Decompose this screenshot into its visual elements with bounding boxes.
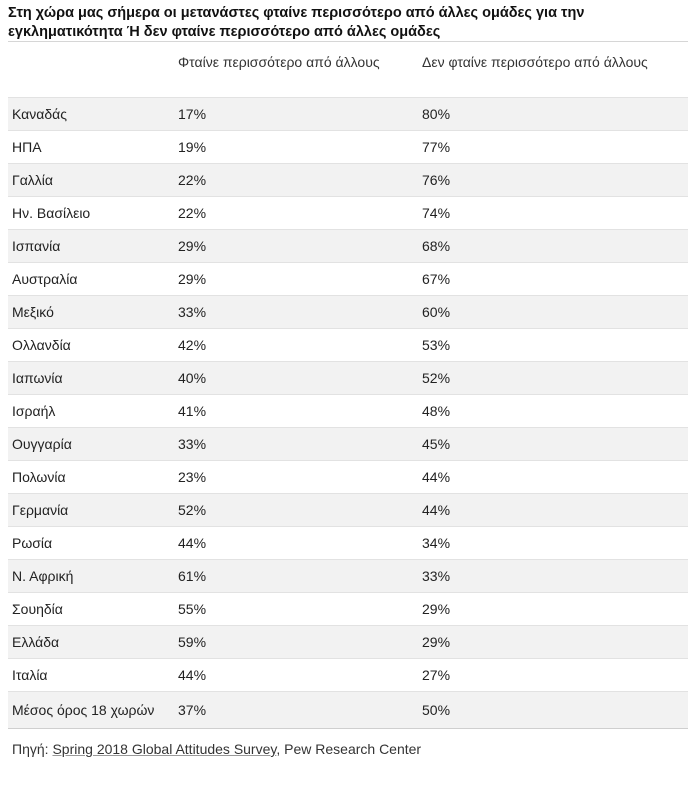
source-suffix: , Pew Research Center — [276, 741, 422, 757]
table-row: Καναδάς 17% 80% — [8, 96, 688, 130]
not-more-cell: 27% — [418, 657, 688, 691]
not-more-cell: 67% — [418, 261, 688, 295]
more-cell: 55% — [174, 591, 418, 625]
country-cell: Ν. Αφρική — [8, 558, 174, 592]
more-cell: 19% — [174, 129, 418, 163]
table-row: Ην. Βασίλειο 22% 74% — [8, 195, 688, 229]
more-cell: 59% — [174, 624, 418, 658]
table-row: Ιαπωνία 40% 52% — [8, 360, 688, 394]
country-cell: Ουγγαρία — [8, 426, 174, 460]
more-cell: 33% — [174, 294, 418, 328]
not-more-cell: 52% — [418, 360, 688, 394]
country-cell: Καναδάς — [8, 96, 174, 130]
table-row: Πολωνία 23% 44% — [8, 459, 688, 493]
not-more-cell: 74% — [418, 195, 688, 229]
country-cell: Ισραήλ — [8, 393, 174, 427]
chart-title: Στη χώρα μας σήμερα οι μετανάστες φταίνε… — [8, 0, 688, 42]
table-row: Αυστραλία 29% 67% — [8, 261, 688, 295]
more-cell: 23% — [174, 459, 418, 493]
more-cell: 29% — [174, 261, 418, 295]
country-cell: Γαλλία — [8, 162, 174, 196]
more-cell: 61% — [174, 558, 418, 592]
country-cell: Σουηδία — [8, 591, 174, 625]
country-cell: Ην. Βασίλειο — [8, 195, 174, 229]
source-note: Πηγή: Spring 2018 Global Attitudes Surve… — [8, 728, 688, 758]
more-cell: 52% — [174, 492, 418, 526]
source-link[interactable]: Spring 2018 Global Attitudes Survey — [52, 741, 277, 757]
table-row: Γερμανία 52% 44% — [8, 492, 688, 526]
more-cell: 33% — [174, 426, 418, 460]
table-row: Ρωσία 44% 34% — [8, 525, 688, 559]
table-row: Ισπανία 29% 68% — [8, 228, 688, 262]
table-row: Σουηδία 55% 29% — [8, 591, 688, 625]
table-row: Μέσος όρος 18 χωρών 37% 50% — [8, 690, 688, 728]
country-cell: Μεξικό — [8, 294, 174, 328]
table-row: Γαλλία 22% 76% — [8, 162, 688, 196]
more-cell: 29% — [174, 228, 418, 262]
more-cell: 40% — [174, 360, 418, 394]
table-row: Μεξικό 33% 60% — [8, 294, 688, 328]
not-more-cell: 60% — [418, 294, 688, 328]
more-cell: 22% — [174, 162, 418, 196]
not-more-cell: 34% — [418, 525, 688, 559]
country-cell: ΗΠΑ — [8, 129, 174, 163]
country-cell: Ιταλία — [8, 657, 174, 691]
not-more-cell: 76% — [418, 162, 688, 196]
not-more-cell: 29% — [418, 624, 688, 658]
more-cell: 44% — [174, 525, 418, 559]
more-cell: 41% — [174, 393, 418, 427]
country-cell: Ολλανδία — [8, 327, 174, 361]
country-cell: Ελλάδα — [8, 624, 174, 658]
table-row: Ιταλία 44% 27% — [8, 657, 688, 691]
source-prefix: Πηγή: — [12, 741, 53, 757]
not-more-cell: 80% — [418, 96, 688, 130]
country-cell: Γερμανία — [8, 492, 174, 526]
not-more-cell: 33% — [418, 558, 688, 592]
header-row: Φταίνε περισσότερο από άλλους Δεν φταίνε… — [8, 42, 688, 97]
country-cell: Ρωσία — [8, 525, 174, 559]
country-cell: Ιαπωνία — [8, 360, 174, 394]
table-row: Ισραήλ 41% 48% — [8, 393, 688, 427]
more-cell: 44% — [174, 657, 418, 691]
not-more-cell: 44% — [418, 492, 688, 526]
table-row: Ολλανδία 42% 53% — [8, 327, 688, 361]
table-row: ΗΠΑ 19% 77% — [8, 129, 688, 163]
header-not-more: Δεν φταίνε περισσότερο από άλλους — [418, 42, 688, 97]
more-cell: 22% — [174, 195, 418, 229]
not-more-cell: 29% — [418, 591, 688, 625]
country-cell: Αυστραλία — [8, 261, 174, 295]
more-cell: 37% — [174, 690, 418, 728]
table-figure: Στη χώρα μας σήμερα οι μετανάστες φταίνε… — [8, 0, 688, 758]
country-cell: Μέσος όρος 18 χωρών — [8, 690, 174, 728]
not-more-cell: 45% — [418, 426, 688, 460]
more-cell: 42% — [174, 327, 418, 361]
not-more-cell: 77% — [418, 129, 688, 163]
not-more-cell: 48% — [418, 393, 688, 427]
table-row: Ν. Αφρική 61% 33% — [8, 558, 688, 592]
data-table: Φταίνε περισσότερο από άλλους Δεν φταίνε… — [8, 42, 688, 728]
not-more-cell: 53% — [418, 327, 688, 361]
country-cell: Πολωνία — [8, 459, 174, 493]
more-cell: 17% — [174, 96, 418, 130]
table-row: Ουγγαρία 33% 45% — [8, 426, 688, 460]
table-body: Καναδάς 17% 80% ΗΠΑ 19% 77% Γαλλία 22% 76% Ην. Βα… — [8, 96, 688, 728]
not-more-cell: 68% — [418, 228, 688, 262]
table-row: Ελλάδα 59% 29% — [8, 624, 688, 658]
header-more: Φταίνε περισσότερο από άλλους — [174, 42, 418, 97]
country-cell: Ισπανία — [8, 228, 174, 262]
not-more-cell: 50% — [418, 690, 688, 728]
header-country — [8, 42, 174, 97]
not-more-cell: 44% — [418, 459, 688, 493]
